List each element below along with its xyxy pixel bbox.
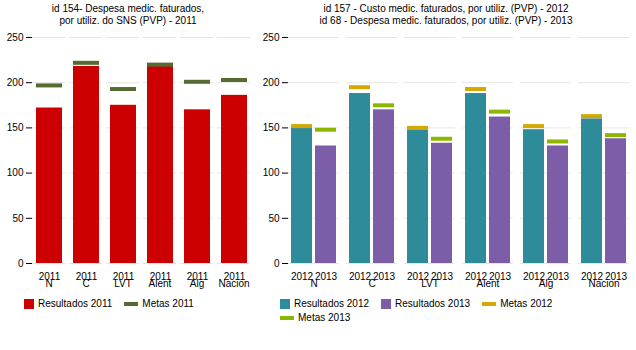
svg-text:2012: 2012 [349,271,372,282]
html-text:Metas 2013: Metas 2013 [298,312,351,323]
html-text:Resultados 2012: Resultados 2012 [294,298,370,309]
svg-text:150: 150 [263,122,280,133]
svg-text:2013: 2013 [373,271,396,282]
html-text:Resultados 2013: Resultados 2013 [395,298,471,309]
svg-text:C: C [368,277,376,289]
svg-text:250: 250 [7,32,24,43]
html-text:id 157 - Custo medic. faturado: id 157 - Custo medic. faturados, por uti… [319,3,573,26]
svg-text:0: 0 [18,258,24,269]
svg-text:100: 100 [263,167,280,178]
svg-text:50: 50 [12,213,24,224]
svg-text:2012: 2012 [407,271,430,282]
svg-text:2011: 2011 [76,271,98,282]
svg-text:Nacion: Nacion [218,277,250,289]
svg-text:N: N [310,277,318,289]
svg-text:Alent: Alent [148,277,172,289]
svg-text:LVT: LVT [114,277,132,289]
html-text:id 154- Despesa medic. faturad: id 154- Despesa medic. faturados, por ut… [51,3,205,26]
svg-text:250: 250 [263,32,280,43]
svg-text:2011: 2011 [39,271,61,282]
svg-text:0: 0 [274,258,280,269]
html-text:Metas 2012: Metas 2012 [500,298,553,309]
svg-text:2011: 2011 [150,271,172,282]
svg-text:2013: 2013 [605,271,628,282]
svg-text:2013: 2013 [489,271,512,282]
html-text:Metas 2011: Metas 2011 [142,298,194,309]
svg-text:2013: 2013 [315,271,338,282]
svg-text:50: 50 [268,213,280,224]
svg-text:Alg: Alg [538,277,554,289]
svg-text:N: N [45,277,53,289]
svg-text:2013: 2013 [431,271,454,282]
svg-text:150: 150 [7,122,24,133]
svg-text:Alent: Alent [476,277,500,289]
svg-text:200: 200 [7,77,24,88]
svg-text:2013: 2013 [547,271,570,282]
svg-text:2012: 2012 [291,271,314,282]
html-text:Resultados 2011: Resultados 2011 [38,298,113,309]
svg-text:2012: 2012 [581,271,604,282]
svg-text:C: C [82,277,90,289]
svg-text:100: 100 [7,167,24,178]
svg-text:LVT: LVT [421,277,439,289]
svg-text:200: 200 [263,77,280,88]
svg-text:2011: 2011 [113,271,135,282]
svg-text:2012: 2012 [523,271,546,282]
svg-text:Nacion: Nacion [588,277,620,289]
svg-text:2011: 2011 [187,271,209,282]
svg-text:2011: 2011 [224,271,246,282]
svg-text:2012: 2012 [465,271,488,282]
svg-text:Alg: Alg [189,277,205,289]
